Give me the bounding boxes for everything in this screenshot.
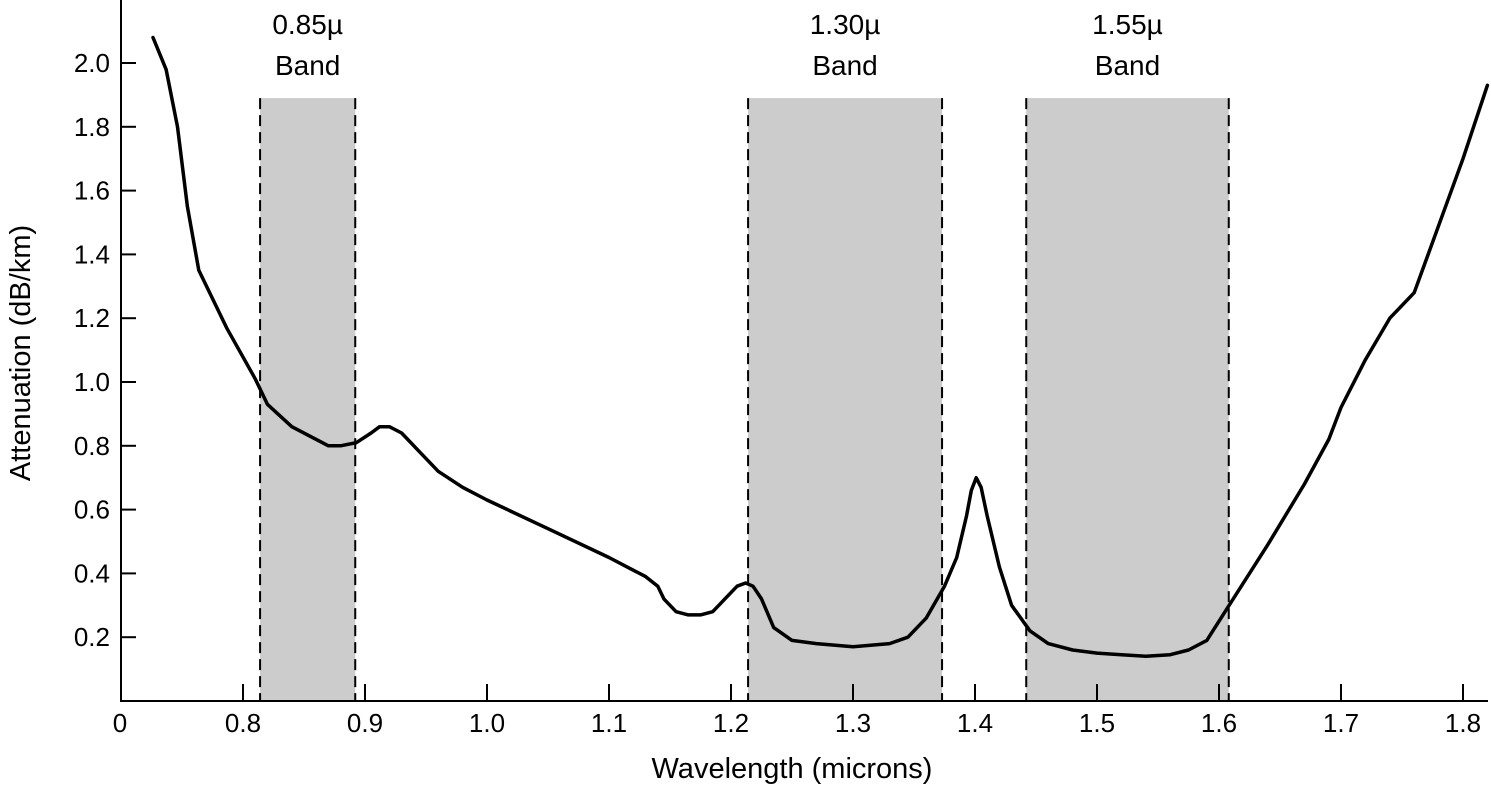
band-2-band-label: Band xyxy=(812,50,877,81)
x-tick-label: 0.9 xyxy=(347,708,383,738)
y-ticks: 0.2 0.4 0.6 0.8 1.0 1.2 1.4 1.6 1.8 2.0 xyxy=(74,48,136,652)
band-1-wavelength-label: 0.85µ xyxy=(272,9,343,40)
band-1-band-label: Band xyxy=(275,50,340,81)
axes xyxy=(120,0,1488,702)
y-tick-label: 1.4 xyxy=(74,239,110,269)
x-tick-label: 1.0 xyxy=(469,708,505,738)
band-3-wavelength-label: 1.55µ xyxy=(1092,9,1163,40)
y-tick-label: 1.2 xyxy=(74,303,110,333)
band-regions: 0.85µ Band 1.30µ Band 1.55µ Band xyxy=(259,9,1230,702)
y-tick-label: 0.8 xyxy=(74,431,110,461)
y-tick-label: 1.0 xyxy=(74,367,110,397)
x-origin-label: 0 xyxy=(113,708,127,738)
x-tick-label: 1.3 xyxy=(835,708,871,738)
y-tick-label: 0.2 xyxy=(74,622,110,652)
y-tick-label: 0.6 xyxy=(74,495,110,525)
x-ticks: 0.8 0.9 1.0 1.1 1.2 1.3 1.4 1.5 1.6 1.7 1.8 xyxy=(225,684,1481,738)
y-tick-label: 1.8 xyxy=(74,112,110,142)
band-region-1 xyxy=(260,98,356,702)
band-2-wavelength-label: 1.30µ xyxy=(810,9,881,40)
x-tick-label: 1.8 xyxy=(1445,708,1481,738)
x-tick-label: 1.5 xyxy=(1079,708,1115,738)
band-3-band-label: Band xyxy=(1095,50,1160,81)
x-tick-label: 1.1 xyxy=(591,708,627,738)
y-tick-label: 1.6 xyxy=(74,176,110,206)
band-region-2 xyxy=(748,98,943,702)
x-tick-label: 1.7 xyxy=(1323,708,1359,738)
y-axis-label: Attenuation (dB/km) xyxy=(5,225,37,481)
x-tick-label: 1.6 xyxy=(1201,708,1237,738)
x-tick-label: 1.4 xyxy=(957,708,993,738)
y-tick-label: 0.4 xyxy=(74,558,110,588)
x-tick-label: 1.2 xyxy=(713,708,749,738)
y-tick-label: 2.0 xyxy=(74,48,110,78)
band-region-3 xyxy=(1026,98,1229,702)
x-axis-label: Wavelength (microns) xyxy=(652,753,933,785)
x-tick-label: 0.8 xyxy=(225,708,261,738)
attenuation-curve xyxy=(151,35,1490,659)
